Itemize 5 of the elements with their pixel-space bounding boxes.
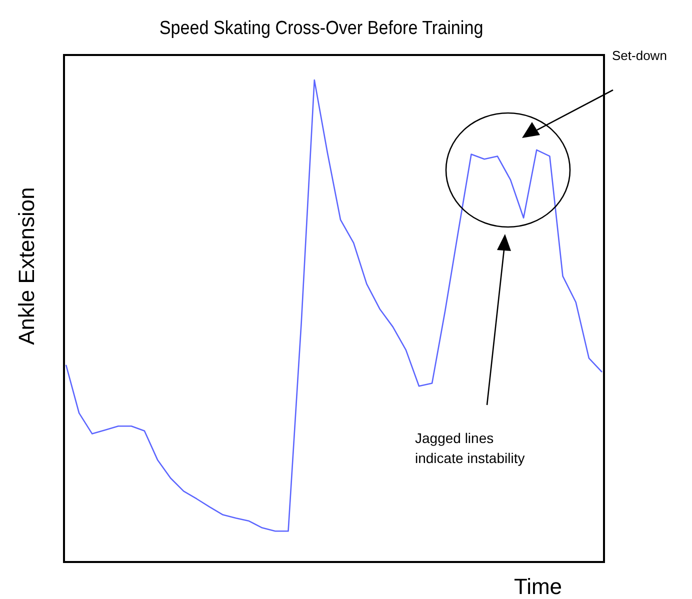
text: Set-down [612, 48, 667, 63]
annotation: Jagged lines indicate instability [415, 430, 525, 466]
chart-title: Speed Skating Cross-Over Before Training [159, 17, 484, 38]
x-axis-title: Time [514, 574, 562, 599]
y-axis-title: Ankle Extension [14, 187, 39, 345]
